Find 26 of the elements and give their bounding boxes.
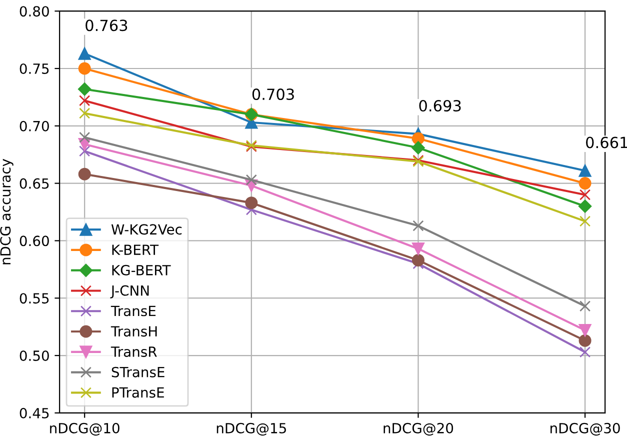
legend-label: PTransE (112, 387, 164, 398)
y-tick-label: 0.55 (20, 293, 49, 304)
annotation: 0.763 (86, 20, 128, 32)
y-axis-title: nDCG accuracy (0, 158, 14, 264)
y-tick-label: 0.65 (20, 178, 49, 189)
y-tick-label: 0.75 (20, 63, 49, 74)
y-tick-label: 0.70 (20, 120, 49, 132)
y-tick-label: 0.60 (20, 236, 49, 246)
legend-label: TransE (110, 306, 156, 316)
legend-label: K-BERT (112, 244, 159, 255)
y-tick-label: 0.50 (20, 350, 49, 361)
legend-label: TransH (110, 326, 157, 337)
x-tick-label: nDCG@20 (384, 422, 454, 436)
x-tick-label: nDCG@30 (550, 422, 620, 436)
x-tick-label: nDCG@15 (216, 422, 286, 436)
legend-label: STransE (112, 366, 164, 378)
legend-label: W-KG2Vec (111, 224, 182, 235)
legend-label: TransR (110, 346, 157, 357)
annotation: 0.703 (252, 88, 294, 100)
y-tick-label: 0.45 (20, 408, 49, 418)
x-tick-label: nDCG@10 (50, 422, 120, 436)
legend-label: J-CNN (110, 285, 149, 298)
y-tick-label: 0.80 (20, 6, 49, 17)
annotation: 0.661 (586, 136, 627, 148)
legend-label: KG-BERT (112, 264, 171, 276)
annotation: 0.693 (419, 100, 461, 112)
